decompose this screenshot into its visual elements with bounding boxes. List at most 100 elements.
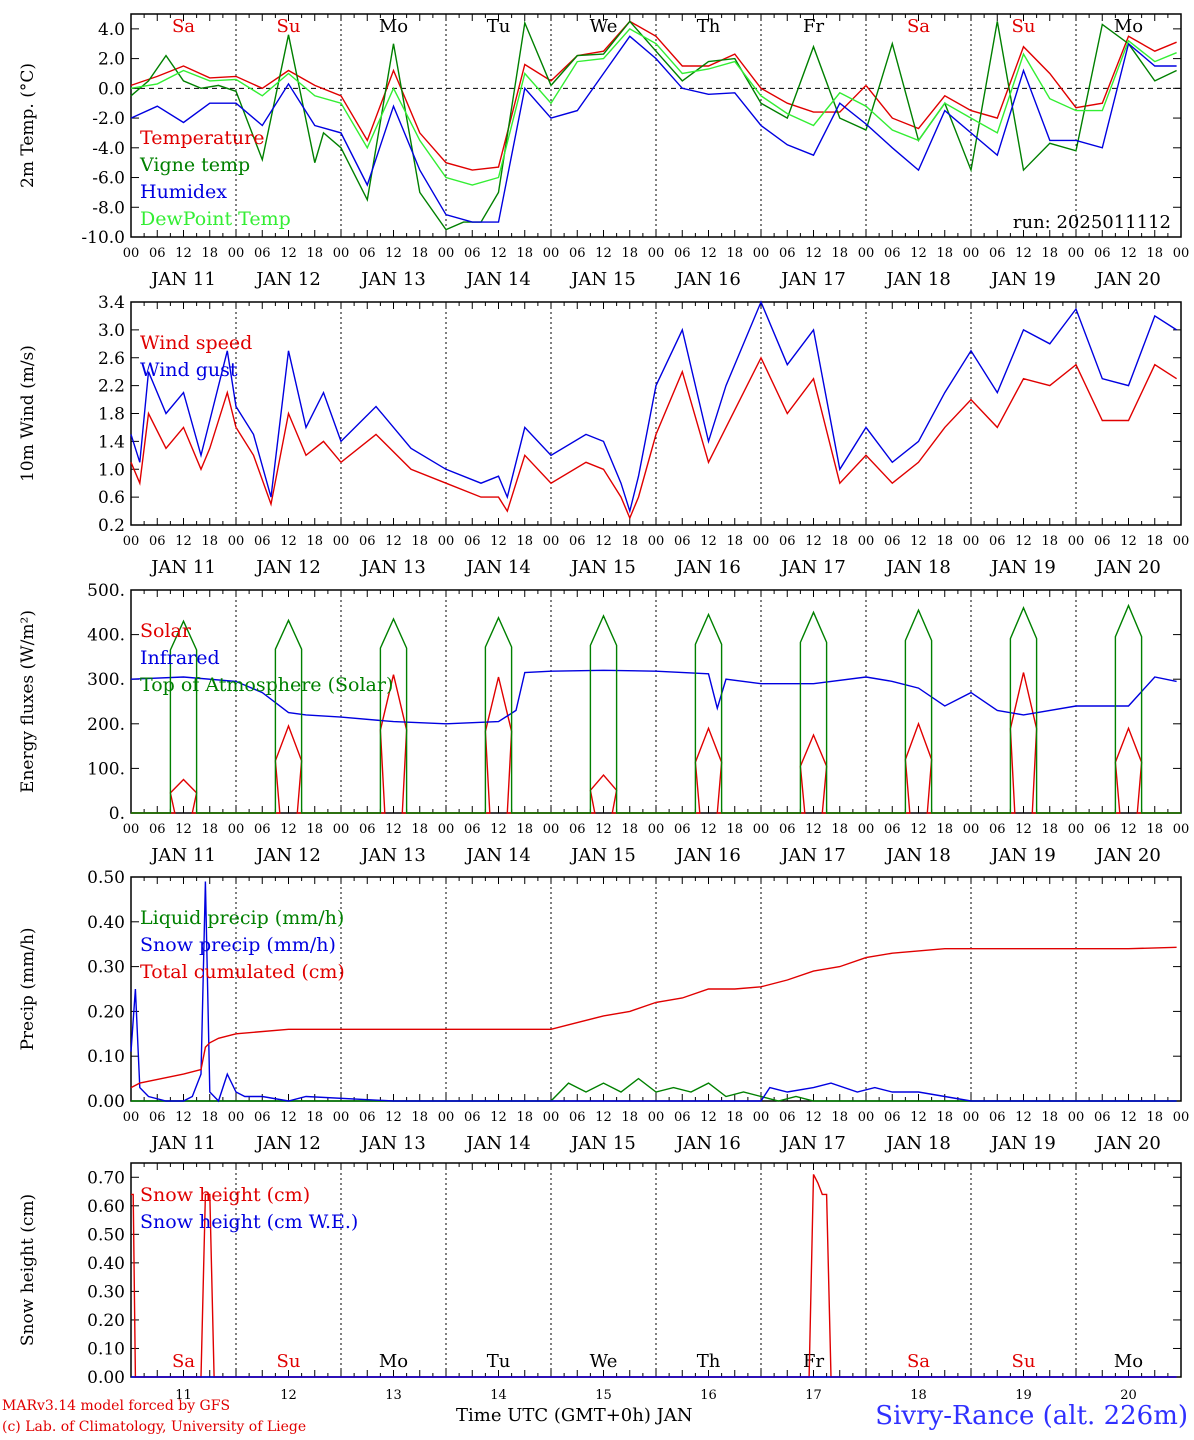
x-hour-label: 12: [385, 822, 402, 837]
x-hour-label: 18: [621, 246, 638, 261]
x-date-label: JAN 13: [359, 845, 426, 866]
x-hour-label: 18: [621, 822, 638, 837]
x-hour-label: 06: [569, 246, 586, 261]
x-hour-label: 06: [989, 246, 1006, 261]
x-day-number: 19: [1015, 1388, 1032, 1403]
day-letter: Sa: [172, 16, 195, 37]
x-hour-label: 12: [490, 246, 507, 261]
x-day-number: 15: [595, 1388, 612, 1403]
y-tick-label: -8.0: [92, 198, 125, 218]
x-hour-label: 06: [779, 534, 796, 549]
day-letter: Mo: [1114, 1351, 1143, 1372]
series-line-temperature: [130, 20, 1177, 171]
x-date-label: JAN 13: [359, 1133, 426, 1154]
x-date-label: JAN 16: [674, 269, 741, 290]
y-tick-label: 1.0: [98, 460, 125, 480]
x-date-label: JAN 13: [359, 557, 426, 578]
x-hour-label: 00: [1173, 822, 1190, 837]
y-tick-label: 0.40: [87, 1254, 125, 1274]
x-hour-label: 06: [464, 1110, 481, 1125]
x-date-label: JAN 12: [254, 845, 321, 866]
panel-wind: 3.4 3.0 2.6 2.2 1.8 1.4 1.0 0.6 0.2 10m Wind (m/s…: [18, 293, 1189, 578]
credit-line-1: MARv3.14 model forced by GFS: [2, 1398, 231, 1414]
x-hour-label: 12: [1015, 822, 1032, 837]
x-day-number: 20: [1120, 1388, 1137, 1403]
x-date-label: JAN 14: [464, 1133, 531, 1154]
series-line-total-cumulated-cm-: [130, 946, 1177, 1089]
x-hour-label: 00: [543, 822, 560, 837]
panel-precip: 0.50 0.40 0.30 0.20 0.10 0.00 Precip (mm/h) 00 0…: [18, 868, 1189, 1154]
x-hour-label: 12: [175, 1110, 192, 1125]
y-tick-label: 400.: [87, 626, 125, 646]
x-hour-label: 00: [543, 246, 560, 261]
x-hour-label: 18: [516, 246, 533, 261]
x-hour-label: 12: [280, 1110, 297, 1125]
x-date-label: JAN 12: [254, 269, 321, 290]
x-hour-label: 00: [963, 246, 980, 261]
x-hour-label: 18: [1146, 534, 1163, 549]
x-hour-label: 18: [306, 534, 323, 549]
y-tick-label: 2.6: [98, 349, 125, 369]
x-hour-label: 18: [831, 1110, 848, 1125]
x-date-label: JAN 15: [569, 269, 636, 290]
y-tick-label: 300.: [87, 670, 125, 690]
y-tick-label: 0.60: [87, 1197, 125, 1217]
y-tick-label: 0.20: [87, 1311, 125, 1331]
x-hour-label: 12: [910, 1110, 927, 1125]
x-hour-label: 18: [621, 534, 638, 549]
x-hour-label: 00: [438, 246, 455, 261]
day-letter: Tu: [487, 16, 511, 37]
panel-energy: 500. 400. 300. 200. 100. 0. Energy fluxes (W/m…: [18, 581, 1189, 866]
x-day-number: 18: [910, 1388, 927, 1403]
y-tick-label: 0.10: [87, 1047, 125, 1067]
y-tick-label: 0.00: [87, 1092, 125, 1112]
y-tick-label: 0.40: [87, 913, 125, 933]
x-hour-label: 06: [359, 1110, 376, 1125]
day-letter: Mo: [1114, 16, 1143, 37]
x-hour-label: 18: [306, 822, 323, 837]
y-tick-label: 0.30: [87, 958, 125, 978]
x-date-label: JAN 17: [779, 845, 846, 866]
y-axis-label: Snow height (cm): [18, 1194, 38, 1346]
x-date-label: JAN 18: [884, 557, 951, 578]
y-tick-label: 0.2: [98, 516, 125, 536]
x-hour-label: 00: [543, 1110, 560, 1125]
x-hour-label: 12: [700, 1110, 717, 1125]
x-hour-label: 12: [1120, 1110, 1137, 1125]
y-tick-label: 0.20: [87, 1002, 125, 1022]
x-date-label: JAN 20: [1094, 1133, 1161, 1154]
x-hour-label: 12: [280, 822, 297, 837]
y-tick-label: 0.: [109, 804, 125, 824]
x-hour-label: 00: [753, 246, 770, 261]
x-hour-label: 00: [753, 1110, 770, 1125]
y-tick-label: 1.8: [98, 405, 125, 425]
x-hour-label: 06: [779, 246, 796, 261]
x-hour-label: 06: [569, 534, 586, 549]
x-hour-label: 18: [411, 1110, 428, 1125]
x-hour-label: 18: [411, 534, 428, 549]
x-date-label: JAN 19: [989, 845, 1056, 866]
x-hour-label: 12: [490, 822, 507, 837]
x-date-label: JAN 17: [779, 1133, 846, 1154]
day-letter: Su: [277, 1351, 301, 1372]
x-hour-label: 18: [411, 822, 428, 837]
x-hour-label: 12: [910, 534, 927, 549]
x-hour-label: 06: [1094, 822, 1111, 837]
x-date-label: JAN 11: [149, 1133, 216, 1154]
x-hour-label: 12: [175, 822, 192, 837]
x-hour-label: 00: [858, 1110, 875, 1125]
x-hour-label: 12: [280, 534, 297, 549]
day-letter: Su: [1012, 16, 1036, 37]
x-hour-label: 00: [858, 822, 875, 837]
x-hour-label: 00: [228, 1110, 245, 1125]
x-hour-label: 00: [228, 822, 245, 837]
y-tick-label: 500.: [87, 581, 125, 601]
x-date-label: JAN 15: [569, 845, 636, 866]
x-hour-label: 00: [648, 822, 665, 837]
x-date-label: JAN 16: [674, 557, 741, 578]
series-line-wind-speed: [130, 356, 1177, 520]
series-line-vigne-temp: [130, 20, 1177, 231]
x-hour-label: 06: [779, 1110, 796, 1125]
x-hour-label: 06: [359, 534, 376, 549]
